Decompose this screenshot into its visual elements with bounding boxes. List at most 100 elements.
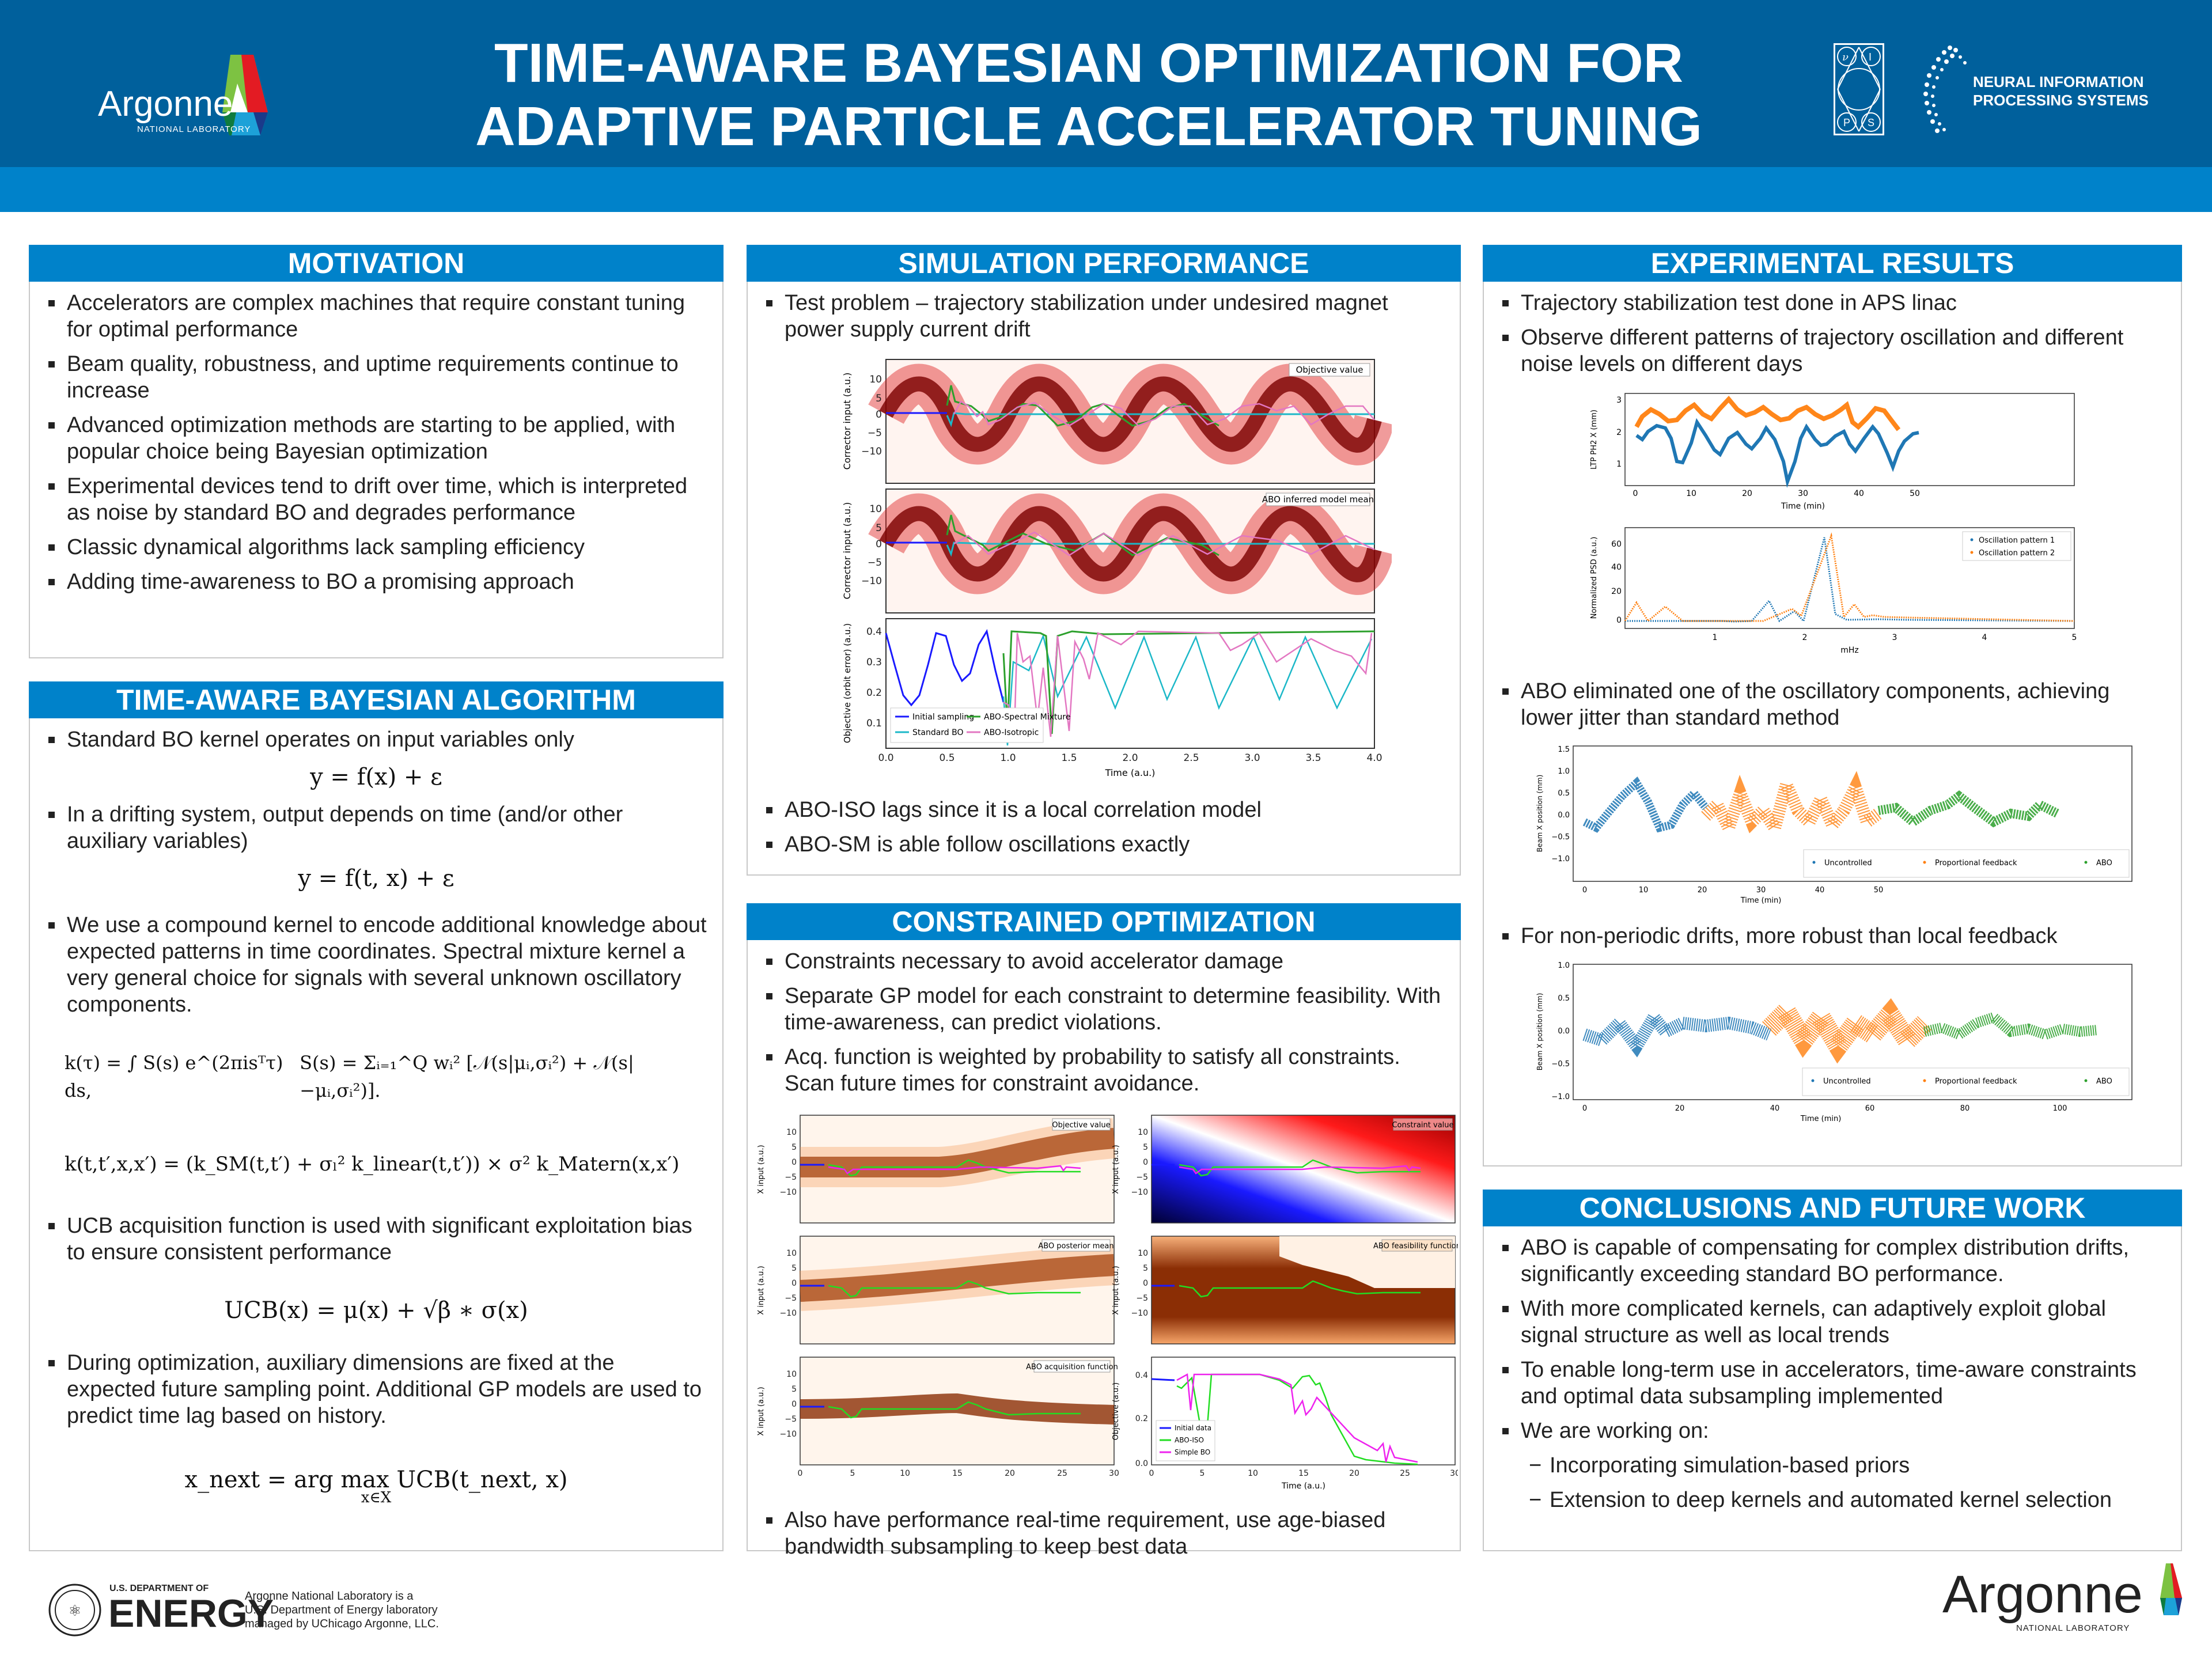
svg-text:20: 20: [1742, 489, 1752, 498]
svg-text:40: 40: [1611, 563, 1622, 572]
svg-text:20: 20: [1698, 886, 1707, 895]
svg-text:3.5: 3.5: [1305, 752, 1321, 764]
svg-text:10: 10: [1639, 886, 1649, 895]
svg-text:5: 5: [791, 1264, 797, 1273]
svg-text:5: 5: [1143, 1264, 1148, 1273]
svg-text:5: 5: [876, 393, 882, 404]
svg-text:10: 10: [1138, 1249, 1148, 1258]
svg-text:−5: −5: [785, 1294, 797, 1303]
neurips-logo: [1915, 43, 2203, 135]
svg-text:5: 5: [2072, 633, 2077, 642]
svg-text:ABO: ABO: [2096, 859, 2112, 868]
compound-kernel-equation: k(t,t′,x,x′) = (k_SM(t,t′) + σₗ² k_linea…: [65, 1153, 680, 1176]
svg-text:0: 0: [1633, 489, 1638, 498]
svg-text:ABO feasibility function: ABO feasibility function: [1373, 1242, 1458, 1251]
svg-text:Time (min): Time (min): [1781, 502, 1825, 511]
svg-text:0: 0: [1616, 616, 1622, 625]
sub-bullet: Incorporating simulation-based priors: [1501, 1452, 2167, 1479]
equation-standard: y = f(x) + ε: [310, 764, 442, 790]
svg-text:20: 20: [1005, 1469, 1015, 1478]
svg-text:5: 5: [791, 1385, 797, 1394]
bullet: Constraints necessary to avoid accelerat…: [765, 948, 1446, 975]
svg-text:25: 25: [1057, 1469, 1067, 1478]
svg-text:P: P: [1843, 117, 1850, 128]
bullet: In a drifting system, output depends on …: [47, 801, 709, 854]
svg-text:5: 5: [876, 522, 882, 534]
nips-box-logo: ν I P S: [1834, 43, 1884, 135]
bullet: Advanced optimization methods are starti…: [47, 412, 709, 465]
svg-text:0.3: 0.3: [866, 657, 882, 668]
equation-time: y = f(t, x) + ε: [298, 865, 454, 892]
svg-text:mHz: mHz: [1840, 646, 1859, 655]
spectral-mixture-equations: k(τ) = ∫ S(s) e^(2πisᵀτ) ds, S(s) = Σᵢ₌₁…: [65, 1052, 634, 1101]
svg-text:100: 100: [2053, 1104, 2067, 1113]
svg-text:5: 5: [850, 1469, 855, 1478]
svg-text:Initial sampling: Initial sampling: [912, 713, 974, 722]
svg-text:−5: −5: [868, 557, 882, 569]
svg-text:0.5: 0.5: [1558, 789, 1570, 798]
svg-text:Corrector input (a.u.): Corrector input (a.u.): [842, 373, 853, 470]
svg-text:4.0: 4.0: [1366, 752, 1382, 764]
svg-text:10: 10: [786, 1249, 797, 1258]
svg-text:Objective (a.u.): Objective (a.u.): [1112, 1382, 1120, 1440]
algorithm-title: TIME-AWARE BAYESIAN ALGORITHM: [29, 681, 724, 718]
svg-text:−5: −5: [1136, 1173, 1148, 1182]
svg-text:10: 10: [869, 374, 882, 385]
simulation-title: SIMULATION PERFORMANCE: [747, 245, 1461, 282]
svg-text:I: I: [1869, 51, 1872, 63]
svg-text:5: 5: [791, 1143, 797, 1152]
svg-text:Time (a.u.): Time (a.u.): [1281, 1482, 1325, 1491]
svg-text:20: 20: [1349, 1469, 1359, 1478]
svg-text:3: 3: [1616, 396, 1622, 405]
svg-text:−10: −10: [779, 1430, 797, 1439]
svg-text:X input (a.u.): X input (a.u.): [1112, 1266, 1120, 1315]
bullet: Classic dynamical algorithms lack sampli…: [47, 534, 709, 560]
svg-text:0: 0: [791, 1279, 797, 1288]
svg-text:ν: ν: [1842, 51, 1849, 63]
svg-text:Beam X position (mm): Beam X position (mm): [1536, 775, 1544, 853]
svg-text:Initial data: Initial data: [1175, 1424, 1211, 1432]
svg-text:Proportional feedback: Proportional feedback: [1935, 1077, 2017, 1086]
bullet: Accelerators are complex machines that r…: [47, 290, 709, 343]
svg-text:−5: −5: [785, 1415, 797, 1424]
conclusions-title: CONCLUSIONS AND FUTURE WORK: [1483, 1190, 2182, 1226]
svg-text:−1.0: −1.0: [1551, 1093, 1570, 1101]
bullet: Experimental devices tend to drift over …: [47, 473, 709, 526]
bullet: ABO-ISO lags since it is a local correla…: [765, 797, 1446, 823]
svg-text:4: 4: [1982, 633, 1987, 642]
svg-text:0: 0: [791, 1400, 797, 1409]
constrained-title: CONSTRAINED OPTIMIZATION: [747, 903, 1461, 940]
bullet: ABO is capable of compensating for compl…: [1501, 1234, 2167, 1287]
svg-text:Objective value: Objective value: [1052, 1121, 1110, 1130]
motivation-panel: MOTIVATION Accelerators are complex mach…: [29, 245, 724, 658]
conclusions-panel: CONCLUSIONS AND FUTURE WORK ABO is capab…: [1483, 1190, 2182, 1551]
bullet: Also have performance real-time requirem…: [765, 1507, 1446, 1560]
svg-text:−5: −5: [1136, 1294, 1148, 1303]
svg-text:0: 0: [1582, 1104, 1587, 1113]
svg-text:−10: −10: [779, 1188, 797, 1197]
neurips-wordmark: NEURAL INFORMATION PROCESSING SYSTEMS: [1973, 73, 2149, 109]
ucb-equation: UCB(x) = μ(x) + √β ∗ σ(x): [224, 1297, 528, 1324]
svg-text:Simple BO: Simple BO: [1175, 1448, 1210, 1456]
svg-text:50: 50: [1874, 886, 1884, 895]
bullet: Separate GP model for each constraint to…: [765, 983, 1446, 1036]
simulation-panel: SIMULATION PERFORMANCE Test problem – tr…: [747, 245, 1461, 876]
svg-text:−5: −5: [785, 1173, 797, 1182]
svg-text:X input (a.u.): X input (a.u.): [757, 1266, 766, 1315]
svg-text:1: 1: [1713, 633, 1718, 642]
svg-text:X input (a.u.): X input (a.u.): [757, 1145, 766, 1194]
bullet: To enable long-term use in accelerators,…: [1501, 1357, 2167, 1410]
svg-text:0.0: 0.0: [1558, 811, 1570, 820]
svg-text:0.0: 0.0: [878, 752, 893, 764]
svg-text:30: 30: [1756, 886, 1766, 895]
svg-text:X input (a.u.): X input (a.u.): [1112, 1145, 1120, 1194]
svg-text:ABO-Isotropic: ABO-Isotropic: [984, 728, 1039, 737]
bullet: Test problem – trajectory stabilization …: [765, 290, 1446, 343]
svg-text:0: 0: [791, 1158, 797, 1167]
svg-text:2: 2: [1616, 428, 1622, 437]
svg-text:−1.0: −1.0: [1551, 855, 1570, 863]
svg-text:−10: −10: [779, 1309, 797, 1318]
svg-text:40: 40: [1815, 886, 1825, 895]
svg-text:80: 80: [1960, 1104, 1970, 1113]
